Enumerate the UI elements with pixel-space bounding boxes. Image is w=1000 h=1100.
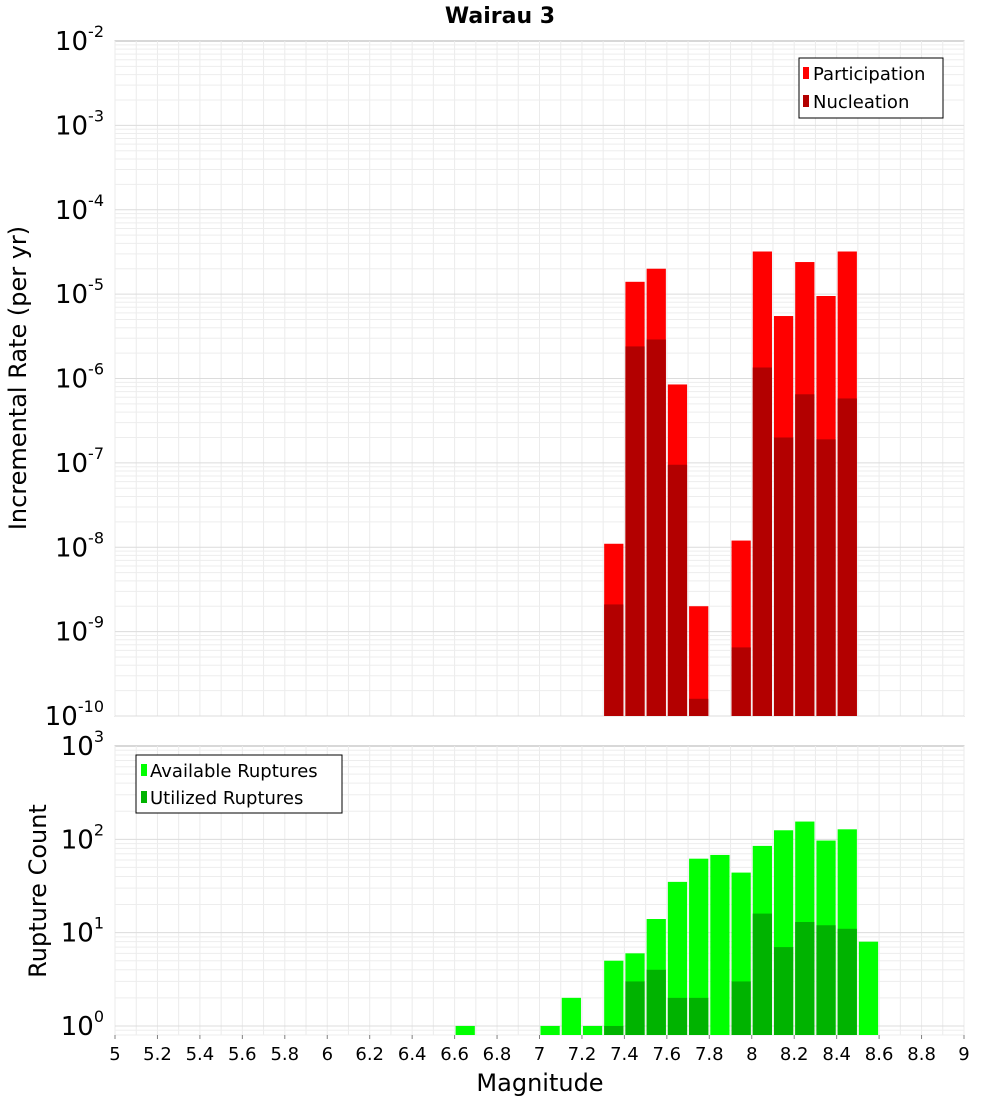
x-axis-label: Magnitude	[476, 1069, 603, 1097]
count-x-ticks: 5 5.2 5.4 5.6 5.8 6 6.2 6.4 6.6 6.8 7 7.2 7.4 7.6 7.8 8…	[109, 1035, 970, 1065]
count-bar-utilized-ruptures	[795, 922, 815, 1035]
rate-y-tick-label: 10-5	[55, 275, 104, 310]
utilized-legend-label: Utilized Ruptures	[150, 788, 303, 809]
x-tick-label: 5.2	[143, 1044, 172, 1065]
count-legend-box	[135, 754, 343, 814]
rate-bar-nucleation	[752, 367, 772, 716]
count-bar-utilized-ruptures	[689, 997, 709, 1035]
x-tick-label: 8.2	[780, 1044, 809, 1065]
count-bar-available-ruptures	[540, 1025, 560, 1035]
rate-bar-nucleation	[731, 647, 751, 716]
rate-panel: 10-10 10-9 10-8 10-7 10-6 10-5 10-4 10-3 10-2 In…	[4, 22, 965, 732]
x-tick-label: 9	[958, 1044, 969, 1065]
rate-y-tick-label: 10-9	[55, 613, 104, 648]
count-bar-utilized-ruptures	[837, 928, 857, 1035]
chart-title: Wairau 3	[445, 4, 555, 29]
count-bar-available-ruptures	[455, 1025, 475, 1035]
rate-bar-nucleation	[667, 464, 688, 716]
rate-bar-nucleation	[689, 698, 709, 716]
nucleation-legend-label: Nucleation	[813, 92, 909, 113]
x-tick-label: 5.4	[186, 1044, 215, 1065]
count-bar-utilized-ruptures	[646, 969, 666, 1035]
count-panel: 100 101 102 103 5 5.2 5.4 5.6 5.8 6 6.2 6.4 6.6 6.8 7…	[24, 727, 970, 1097]
x-tick-label: 5.6	[228, 1044, 257, 1065]
count-y-axis-label: Rupture Count	[24, 804, 52, 978]
count-bar-available-ruptures	[561, 997, 581, 1035]
count-bar-utilized-ruptures	[731, 981, 751, 1035]
count-y-tick-label: 100	[61, 1007, 104, 1042]
x-tick-label: 6.6	[440, 1044, 469, 1065]
nucleation-legend-swatch	[803, 95, 809, 107]
count-bar-utilized-ruptures	[816, 925, 836, 1035]
rate-y-tick-label: 10-7	[55, 444, 104, 479]
x-tick-label: 6.2	[355, 1044, 384, 1065]
x-tick-label: 8	[746, 1044, 757, 1065]
x-tick-label: 5.8	[270, 1044, 299, 1065]
rate-y-tick-label: 10-4	[55, 191, 104, 226]
participation-legend-swatch	[803, 67, 809, 79]
available-legend-label: Available Ruptures	[150, 761, 318, 782]
rate-y-tick-label: 10-6	[55, 360, 104, 395]
rate-bar-nucleation	[816, 439, 836, 716]
rate-legend-box	[798, 57, 944, 119]
rate-y-axis-label: Incremental Rate (per yr)	[4, 226, 32, 530]
count-bar-available-ruptures	[689, 858, 709, 1035]
rate-bar-nucleation	[646, 339, 666, 716]
x-tick-label: 7.4	[610, 1044, 639, 1065]
x-tick-label: 8.8	[907, 1044, 936, 1065]
count-bar-available-ruptures	[604, 960, 624, 1035]
rate-bar-nucleation	[625, 346, 645, 716]
x-tick-label: 8.4	[822, 1044, 851, 1065]
rate-y-tick-label: 10-2	[55, 22, 104, 57]
available-legend-swatch	[141, 764, 147, 776]
rate-y-tick-label: 10-10	[45, 697, 104, 732]
rate-y-ticks: 10-10 10-9 10-8 10-7 10-6 10-5 10-4 10-3 10-2	[45, 22, 104, 732]
count-bar-utilized-ruptures	[773, 947, 794, 1035]
count-bar-utilized-ruptures	[667, 997, 688, 1035]
utilized-legend-swatch	[141, 791, 147, 803]
count-bar-available-ruptures	[667, 881, 688, 1035]
rate-bar-nucleation	[795, 394, 815, 716]
x-tick-label: 7.6	[652, 1044, 681, 1065]
rate-bar-nucleation	[604, 604, 624, 716]
count-y-tick-label: 101	[61, 914, 104, 949]
x-tick-label: 6	[322, 1044, 333, 1065]
x-tick-label: 7	[534, 1044, 545, 1065]
rate-bar-nucleation	[773, 437, 794, 716]
rate-y-tick-label: 10-8	[55, 528, 104, 563]
x-tick-label: 7.8	[695, 1044, 724, 1065]
x-tick-label: 6.8	[483, 1044, 512, 1065]
x-tick-label: 7.2	[568, 1044, 597, 1065]
count-bar-utilized-ruptures	[625, 981, 645, 1035]
count-bar-available-ruptures	[710, 854, 730, 1035]
count-bar-utilized-ruptures	[604, 1025, 624, 1035]
count-bars	[455, 821, 879, 1035]
rate-legend: Participation Nucleation	[798, 57, 944, 119]
count-y-ticks: 100 101 102 103	[61, 727, 104, 1042]
count-bar-available-ruptures	[582, 1025, 603, 1035]
rate-bar-nucleation	[837, 398, 857, 716]
count-bar-available-ruptures	[858, 941, 879, 1035]
rate-grid	[114, 41, 965, 717]
x-tick-label: 5	[109, 1044, 120, 1065]
count-y-tick-label: 102	[61, 820, 104, 855]
rate-bars	[604, 251, 857, 716]
participation-legend-label: Participation	[813, 64, 925, 85]
rate-y-tick-label: 10-3	[55, 106, 104, 141]
count-bar-utilized-ruptures	[752, 913, 772, 1035]
count-y-tick-label: 103	[61, 727, 104, 762]
count-legend: Available Ruptures Utilized Ruptures	[135, 754, 343, 814]
x-tick-label: 8.6	[865, 1044, 894, 1065]
rate-bar-participation	[689, 606, 709, 716]
x-tick-label: 6.4	[398, 1044, 427, 1065]
